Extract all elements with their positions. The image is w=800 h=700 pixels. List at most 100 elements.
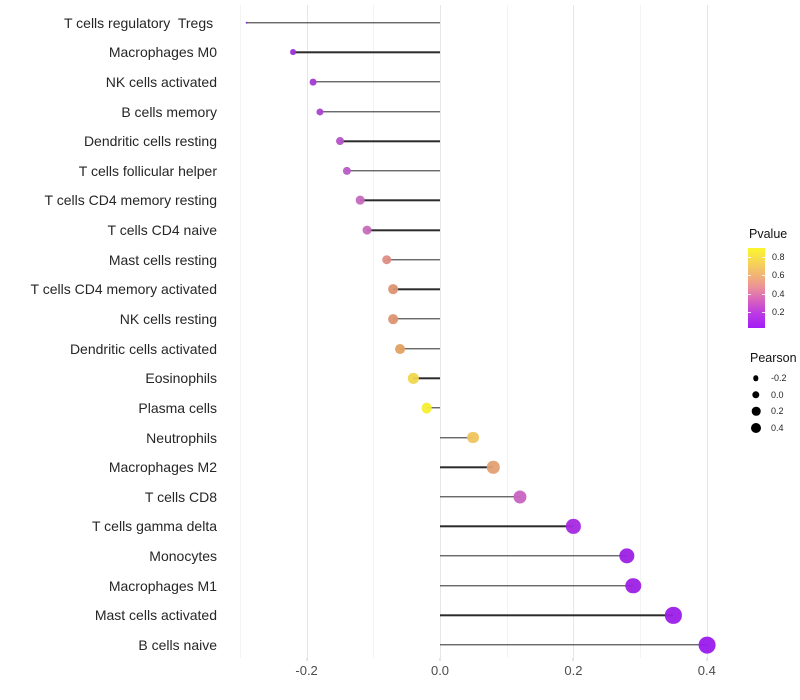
lollipop-stem [440, 436, 474, 439]
y-axis-label: T cells CD4 naive [107, 222, 217, 239]
pvalue-tick-label: 0.8 [772, 252, 785, 263]
lollipop-stem [319, 110, 440, 113]
colorbar-tick [748, 257, 751, 259]
x-tick-mark [439, 658, 441, 661]
lollipop-stem [440, 644, 707, 646]
lollipop-stem [393, 288, 440, 291]
y-axis-label: Dendritic cells resting [83, 133, 217, 150]
lollipop-stem [293, 51, 440, 54]
lollipop-stem [426, 407, 440, 409]
y-axis-label: T cells CD4 memory resting [44, 192, 217, 209]
colorbar-tick [762, 293, 765, 295]
y-axis-label: B cells naive [138, 636, 217, 653]
y-axis-label: Mast cells activated [94, 607, 217, 624]
y-axis-label: Eosinophils [145, 370, 217, 387]
x-tick-mark [306, 658, 308, 661]
lollipop-dot [566, 519, 581, 534]
pearson-legend-title: Pearson [750, 351, 797, 365]
lollipop-dot [487, 460, 500, 474]
lollipop-stem [440, 614, 674, 616]
y-axis-label: T cells regulatory Tregs [63, 14, 217, 31]
lollipop-dot [335, 137, 344, 146]
lollipop-dot [309, 78, 317, 86]
lollipop-stem [413, 377, 440, 379]
colorbar-tick [748, 275, 751, 277]
pearson-size-key-label: 0.2 [771, 406, 784, 417]
colorbar-tick [748, 311, 751, 313]
lollipop-stem [246, 21, 440, 24]
lollipop-stem [393, 318, 440, 320]
gridline-major [306, 5, 308, 658]
lollipop-dot [355, 196, 365, 205]
lollipop-dot [421, 402, 433, 414]
lollipop-stem [399, 347, 440, 350]
y-axis-label: B cells memory [121, 103, 217, 120]
gridline-major [706, 5, 708, 658]
lollipop-dot [625, 577, 642, 594]
y-axis-label: NK cells activated [105, 73, 217, 90]
lollipop-dot [362, 225, 372, 235]
lollipop-stem [440, 525, 574, 528]
y-axis-label: Macrophages M2 [108, 459, 217, 476]
pvalue-legend-title: Pvalue [749, 227, 788, 241]
gridline-minor [640, 5, 642, 658]
lollipop-stem [339, 140, 440, 142]
y-axis-label: Macrophages M0 [108, 44, 217, 61]
lollipop-dot [467, 431, 480, 444]
y-axis-label: Monocytes [149, 548, 217, 565]
y-axis-label: Mast cells resting [108, 251, 217, 268]
pearson-size-key-label: -0.2 [771, 373, 787, 384]
x-tick-label: 0.0 [430, 663, 450, 678]
x-tick-mark [572, 658, 574, 661]
pearson-size-key-label: 0.4 [771, 422, 784, 433]
gridline-minor [506, 5, 508, 658]
lollipop-dot [395, 343, 405, 354]
lollipop-stem [366, 229, 440, 231]
colorbar-tick [762, 257, 765, 259]
lollipop-stem [359, 199, 440, 202]
y-axis-label: T cells follicular helper [78, 162, 217, 179]
lollipop-dot [316, 108, 324, 116]
lollipop-dot [619, 548, 635, 564]
pearson-size-key-dot [751, 407, 761, 416]
colorbar-tick [762, 311, 765, 313]
x-tick-label: 0.4 [697, 663, 716, 678]
pearson-size-key-dot [752, 391, 760, 399]
lollipop-dot [290, 49, 297, 56]
lollipop-stem [346, 170, 440, 172]
lollipop-dot [513, 490, 527, 504]
pearson-size-key-dot [753, 375, 759, 381]
y-axis-label: Neutrophils [146, 429, 217, 446]
lollipop-dot [388, 284, 399, 295]
colorbar-tick [748, 293, 751, 295]
lollipop-dot [698, 636, 716, 654]
pvalue-colorbar [748, 248, 765, 328]
lollipop-dot [342, 166, 351, 175]
lollipop-stem [386, 259, 440, 261]
lollipop-dot [245, 21, 248, 24]
y-axis-label: Macrophages M1 [108, 577, 217, 594]
pvalue-tick-label: 0.2 [772, 306, 785, 317]
y-axis-label: T cells CD8 [144, 488, 217, 505]
gridline-minor [373, 5, 375, 658]
gridline-minor [239, 5, 241, 658]
colorbar-tick [762, 275, 765, 277]
lollipop-stem [440, 555, 627, 557]
pearson-size-key-dot [751, 422, 761, 433]
y-axis-label: T cells CD4 memory activated [30, 281, 217, 298]
x-tick-label: -0.2 [295, 663, 318, 678]
y-axis-label: Dendritic cells activated [69, 340, 217, 357]
x-tick-mark [706, 658, 708, 661]
pearson-size-key-label: 0.0 [771, 389, 784, 400]
lollipop-dot [665, 607, 682, 624]
pvalue-tick-label: 0.4 [772, 288, 785, 299]
y-axis-label: NK cells resting [119, 311, 217, 327]
lollipop-stem [440, 496, 521, 498]
lollipop-dot [408, 373, 419, 384]
pvalue-tick-label: 0.6 [772, 270, 785, 281]
gridline-major [573, 5, 575, 658]
y-axis-label: Plasma cells [138, 399, 217, 416]
gridline-major [440, 5, 441, 658]
lollipop-stem [313, 81, 440, 83]
